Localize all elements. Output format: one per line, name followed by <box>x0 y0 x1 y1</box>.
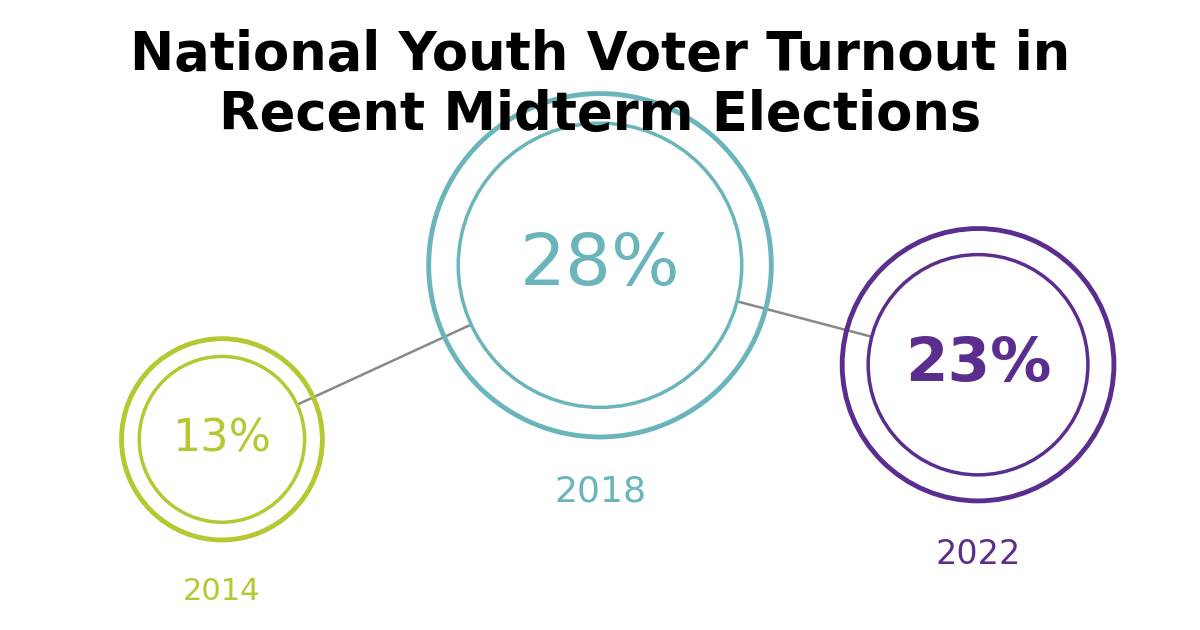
Text: 2014: 2014 <box>184 577 260 606</box>
Text: 13%: 13% <box>173 418 271 461</box>
Ellipse shape <box>139 357 305 522</box>
Text: 2018: 2018 <box>554 474 646 508</box>
Ellipse shape <box>868 255 1088 475</box>
Text: 2022: 2022 <box>935 538 1021 571</box>
Text: 23%: 23% <box>905 335 1051 394</box>
Text: National Youth Voter Turnout in
Recent Midterm Elections: National Youth Voter Turnout in Recent M… <box>130 29 1070 141</box>
Ellipse shape <box>458 123 742 408</box>
Text: 28%: 28% <box>520 231 680 300</box>
